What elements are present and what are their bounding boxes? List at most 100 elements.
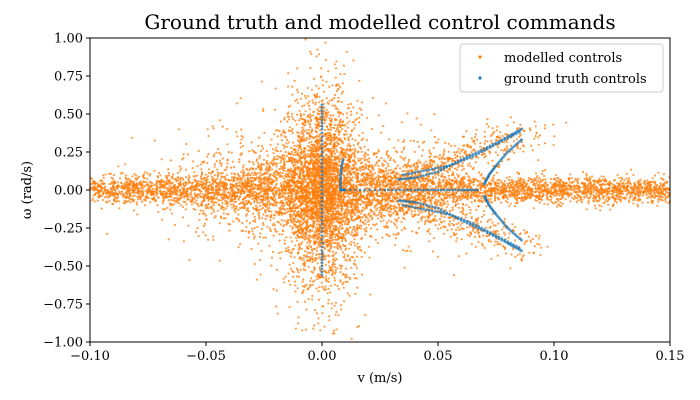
modelled-control-point [153,169,156,172]
modelled-control-point [629,186,633,189]
modelled-control-point [621,196,624,199]
modelled-control-point [481,191,484,195]
modelled-control-point [184,184,187,187]
modelled-control-point [143,177,146,180]
modelled-control-point [483,191,486,194]
modelled-control-point [189,195,192,198]
modelled-control-point [352,171,355,174]
modelled-control-point [648,180,651,183]
modelled-control-point [298,109,301,112]
modelled-control-point [585,194,588,197]
modelled-control-point [205,176,208,179]
modelled-control-point [520,185,524,188]
modelled-control-point [246,207,249,210]
modelled-control-point [569,173,572,176]
modelled-control-point [605,194,608,197]
modelled-control-point [297,91,300,94]
modelled-control-point [570,177,573,180]
modelled-control-point [579,199,582,202]
modelled-control-point [318,53,321,56]
modelled-control-point [283,223,286,227]
modelled-control-point [534,172,538,175]
modelled-control-point [337,83,340,86]
modelled-control-point [468,176,471,179]
modelled-control-point [318,253,321,256]
modelled-control-point [452,200,455,203]
modelled-control-point [453,176,456,179]
modelled-control-point [544,181,547,184]
modelled-control-point [347,103,350,106]
modelled-control-point [448,177,451,180]
modelled-control-point [257,195,260,198]
modelled-control-point [467,182,470,185]
modelled-control-point [637,194,640,197]
modelled-control-point [619,190,623,193]
modelled-control-point [137,192,140,195]
modelled-control-point [374,199,377,202]
modelled-control-point [261,195,264,198]
modelled-control-point [118,190,121,193]
modelled-control-point [136,185,139,188]
modelled-control-point [419,181,422,184]
modelled-control-point [658,188,661,191]
modelled-control-point [144,171,147,174]
modelled-control-point [387,165,390,168]
modelled-control-point [99,194,102,197]
modelled-control-point [135,203,138,206]
modelled-control-point [252,185,255,189]
modelled-control-point [498,198,501,201]
modelled-control-point [555,180,558,183]
modelled-control-point [149,201,152,204]
modelled-control-point [383,214,386,217]
modelled-control-point [131,175,134,178]
modelled-control-point [440,175,443,178]
modelled-control-point [626,182,629,185]
modelled-control-point [239,179,242,183]
modelled-control-point [496,196,500,199]
modelled-control-point [583,196,586,199]
modelled-control-point [598,204,601,207]
modelled-control-point [370,186,373,189]
modelled-control-point [426,191,429,194]
modelled-control-point [160,191,163,194]
modelled-control-point [102,174,105,177]
modelled-control-point [509,183,512,187]
modelled-control-point [392,159,395,162]
modelled-control-point [584,188,587,192]
modelled-control-point [635,188,638,191]
modelled-control-point [547,187,550,191]
modelled-control-point [212,191,215,194]
modelled-control-point [526,188,529,191]
modelled-control-point [503,180,506,183]
modelled-control-point [227,191,230,194]
modelled-control-point [624,197,628,200]
modelled-control-point [230,186,233,189]
modelled-control-point [143,180,146,184]
modelled-control-point [490,179,493,182]
modelled-control-point [152,190,155,193]
modelled-control-point [221,201,224,205]
modelled-control-point [629,196,632,199]
modelled-control-point [297,322,300,325]
modelled-control-point [441,173,444,176]
modelled-control-point [511,195,514,198]
modelled-control-point [567,195,570,198]
modelled-control-point [191,203,194,206]
modelled-control-point [368,256,371,259]
modelled-control-point [346,292,349,295]
modelled-control-point [108,192,112,196]
modelled-control-point [296,287,299,290]
modelled-control-point [96,199,99,202]
modelled-control-point [522,192,525,195]
modelled-control-point [290,267,293,270]
modelled-control-point [104,189,107,192]
modelled-control-point [286,120,289,123]
modelled-control-point [137,195,140,198]
modelled-control-point [126,182,130,185]
modelled-control-point [462,195,465,198]
modelled-control-point [666,191,669,194]
modelled-control-point [528,185,531,188]
modelled-control-point [575,187,578,190]
modelled-control-point [603,201,607,204]
modelled-control-point [337,133,341,136]
